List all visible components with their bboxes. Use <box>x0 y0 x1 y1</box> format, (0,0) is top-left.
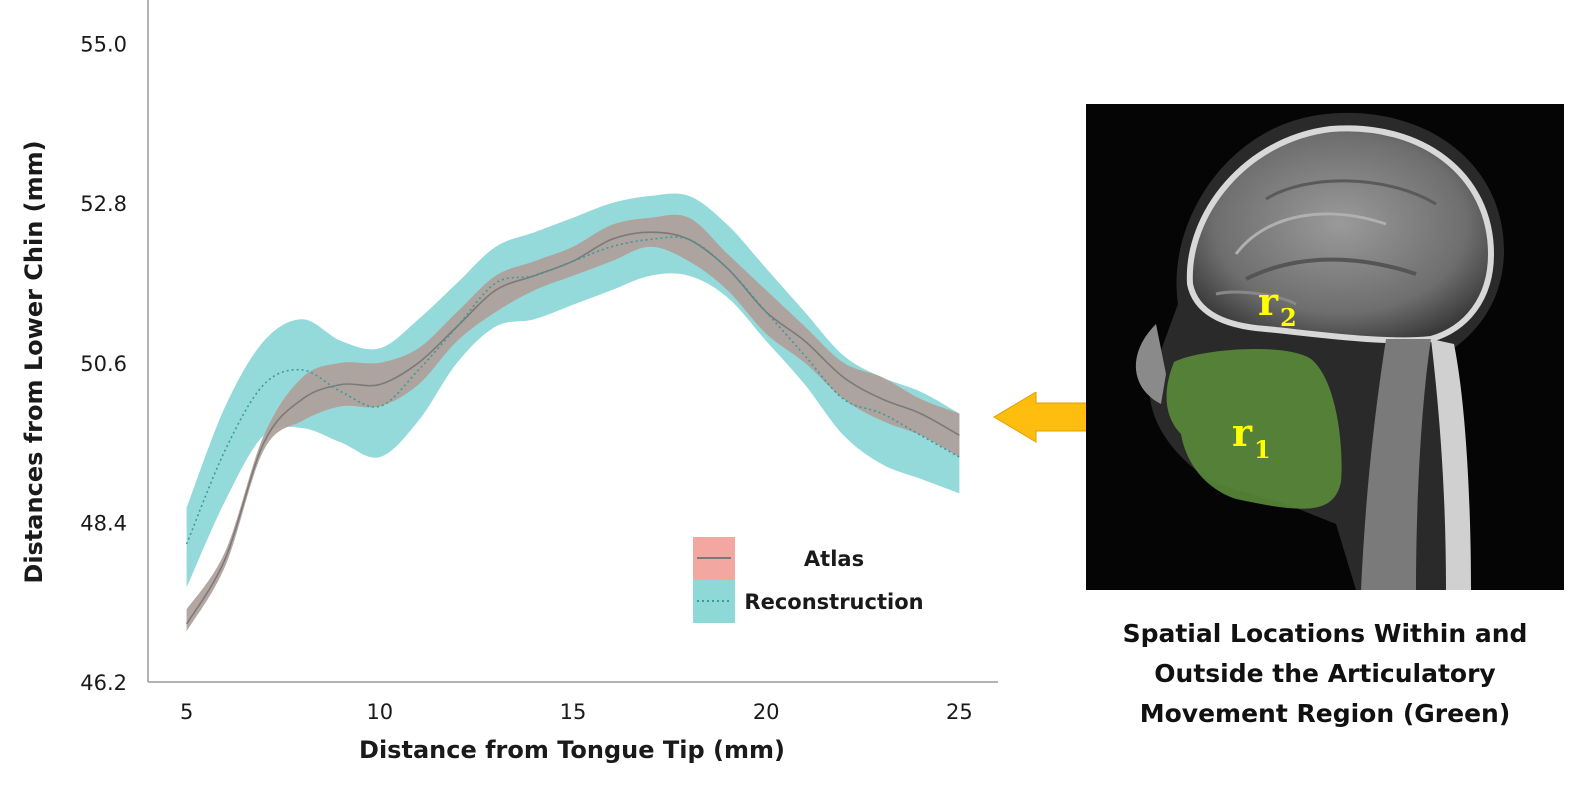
x-tick-label: 25 <box>946 700 973 724</box>
region-label-r1: r <box>1232 410 1253 455</box>
x-tick-label: 5 <box>180 700 193 724</box>
region-label-r1-subscript: 1 <box>1254 435 1271 464</box>
series-line-reconstruction <box>185 236 960 545</box>
figure-caption: Spatial Locations Within and Outside the… <box>1086 614 1564 734</box>
y-axis-label: Distances from Lower Chin (mm) <box>20 140 48 583</box>
band-overlap <box>186 214 960 632</box>
mri-image: r 2 r 1 <box>1086 104 1564 590</box>
confidence-bands <box>186 193 960 632</box>
x-axis-label: Distance from Tongue Tip (mm) <box>359 736 785 764</box>
caption-line-3: Movement Region (Green) <box>1139 699 1511 728</box>
caption-line-2: Outside the Articulatory <box>1154 659 1496 688</box>
series-lines <box>185 231 960 625</box>
legend-label-atlas: Atlas <box>804 547 864 571</box>
y-tick-label: 55.0 <box>80 33 127 57</box>
region-label-r2-subscript: 2 <box>1280 303 1297 332</box>
x-tick-label: 10 <box>366 700 393 724</box>
region-label-r2: r <box>1258 279 1279 324</box>
y-tick-label: 52.8 <box>80 192 127 216</box>
chart-axes <box>147 0 998 683</box>
mri-scan-illustration: r 2 r 1 <box>1135 112 1505 590</box>
x-tick-label: 15 <box>560 700 587 724</box>
y-tick-label: 50.6 <box>80 352 127 376</box>
y-tick-label: 46.2 <box>80 671 127 695</box>
y-tick-label: 48.4 <box>80 511 127 535</box>
tick-labels: 5 10 15 20 25 46.2 48.4 50.6 52.8 55.0 <box>80 33 972 724</box>
legend-label-reconstruction: Reconstruction <box>744 590 923 614</box>
x-tick-label: 20 <box>753 700 780 724</box>
legend: Atlas Reconstruction <box>693 537 924 623</box>
line-chart: 5 10 15 20 25 46.2 48.4 50.6 52.8 55.0 Distance f… <box>20 0 998 764</box>
articulatory-region <box>1166 348 1342 509</box>
caption-line-1: Spatial Locations Within and <box>1122 619 1528 648</box>
